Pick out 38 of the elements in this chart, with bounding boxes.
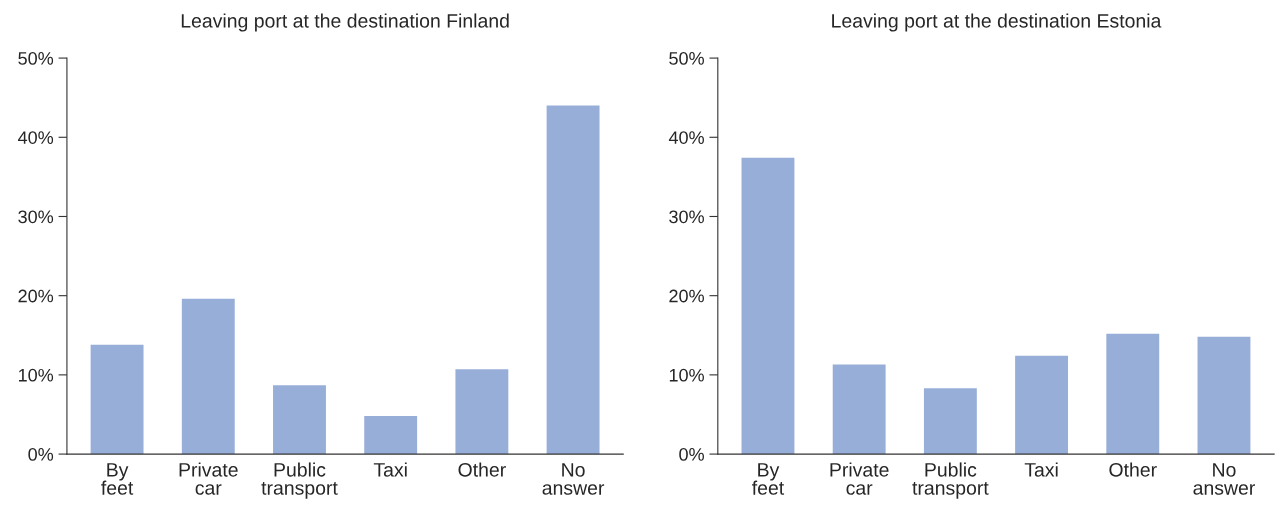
x-tick-label: Public transport bbox=[261, 462, 338, 499]
x-tick-label: Public transport bbox=[912, 462, 989, 499]
x-tick-label: By feet bbox=[752, 463, 785, 495]
bar bbox=[1015, 355, 1069, 455]
bar bbox=[1197, 336, 1251, 455]
bar bbox=[741, 157, 795, 455]
x-tick-label: Other bbox=[458, 462, 506, 477]
chart-title: Leaving port at the destination Estonia bbox=[832, 13, 1162, 32]
y-tick-label: 50% bbox=[669, 52, 704, 65]
x-tick-label: Private car bbox=[179, 462, 238, 495]
bar bbox=[832, 364, 886, 455]
y-tick-label: 20% bbox=[18, 289, 54, 303]
y-tick-label: 0% bbox=[679, 448, 704, 461]
bar bbox=[1106, 333, 1160, 455]
bar bbox=[273, 385, 326, 455]
y-tick-label: 40% bbox=[18, 131, 54, 144]
x-tick-label: Private car bbox=[830, 462, 889, 495]
y-tick-label: 30% bbox=[669, 210, 704, 224]
chart-title: Leaving port at the destination Finland bbox=[181, 13, 509, 32]
x-tick-label: No answer bbox=[542, 463, 605, 495]
bar bbox=[90, 344, 144, 455]
y-tick-label: 10% bbox=[669, 368, 704, 382]
y-tick-label: 20% bbox=[669, 289, 704, 303]
bar bbox=[546, 105, 600, 455]
bar bbox=[455, 369, 509, 455]
x-tick-label: By feet bbox=[101, 463, 134, 495]
x-tick-label: Other bbox=[1109, 462, 1157, 477]
y-tick-label: 30% bbox=[18, 210, 54, 224]
x-tick-label: Taxi bbox=[1024, 462, 1058, 477]
y-tick-label: 0% bbox=[28, 448, 54, 461]
bar bbox=[923, 388, 977, 455]
x-tick-label: Taxi bbox=[373, 462, 407, 477]
y-tick-label: 10% bbox=[18, 368, 54, 382]
y-tick-label: 40% bbox=[668, 131, 704, 144]
bar bbox=[364, 416, 418, 455]
x-tick-label: No answer bbox=[1193, 463, 1255, 495]
bar bbox=[181, 298, 235, 455]
y-tick-label: 50% bbox=[18, 52, 54, 65]
